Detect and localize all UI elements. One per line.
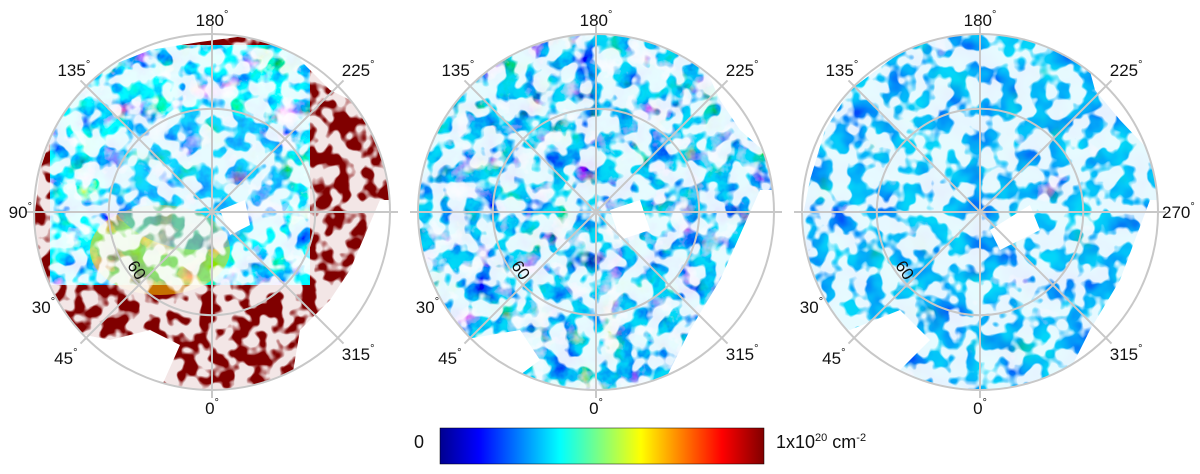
angle-label-135: 135°: [441, 59, 474, 80]
colorbar-max-unit-exp: -2: [856, 432, 867, 444]
angle-label-135: 135°: [825, 59, 858, 80]
angle-label-225: 225°: [342, 59, 375, 80]
colorbar-min-label: 0: [414, 432, 425, 452]
grid-spoke: [595, 79, 729, 213]
grid-spoke: [847, 79, 981, 213]
grid-spoke: [979, 79, 1113, 213]
angle-label-30: 30°: [800, 296, 823, 317]
angle-label-180: 180°: [196, 9, 229, 30]
grid-spoke: [847, 211, 981, 345]
angle-label-315: 315°: [1110, 343, 1143, 364]
grid-spoke: [463, 211, 597, 345]
grid-spoke: [595, 211, 729, 345]
angle-label-315: 315°: [342, 343, 375, 364]
colorbar-max-label: 1x1020 cm-2: [776, 432, 866, 453]
grid-spoke: [979, 211, 1113, 345]
angle-label-45: 45°: [438, 347, 461, 368]
angle-label-180: 180°: [580, 9, 613, 30]
angle-label-225: 225°: [726, 59, 759, 80]
angle-label-45: 45°: [54, 347, 77, 368]
grid-layer: [26, 26, 1166, 398]
angle-label-30: 30°: [416, 296, 439, 317]
colorbar-max-exp: 20: [815, 432, 828, 444]
angle-label-0: 0°: [205, 397, 219, 418]
grid-spoke: [211, 79, 345, 213]
panel-3-grid: [794, 26, 1166, 398]
angle-label-135: 135°: [57, 59, 90, 80]
angle-label-270: 270°: [1162, 201, 1195, 222]
angle-label-225: 225°: [1110, 59, 1143, 80]
angle-label-315: 315°: [726, 343, 759, 364]
angle-label-45: 45°: [822, 347, 845, 368]
angle-label-30: 30°: [32, 296, 55, 317]
angle-label-0: 0°: [973, 397, 987, 418]
angle-label-90: 90°: [9, 201, 32, 222]
colorbar-max-base: 1x10: [776, 432, 816, 452]
angle-label-0: 0°: [589, 397, 603, 418]
angle-label-180: 180°: [964, 9, 997, 30]
grid-spoke: [79, 211, 213, 345]
panel-2-grid: [410, 26, 782, 398]
grid-spoke: [463, 79, 597, 213]
grid-spoke: [79, 79, 213, 213]
colorbar-max-unit: cm: [827, 432, 857, 452]
colorbar: [439, 427, 765, 465]
panel-1-grid: [26, 26, 398, 398]
grid-spoke: [211, 211, 345, 345]
